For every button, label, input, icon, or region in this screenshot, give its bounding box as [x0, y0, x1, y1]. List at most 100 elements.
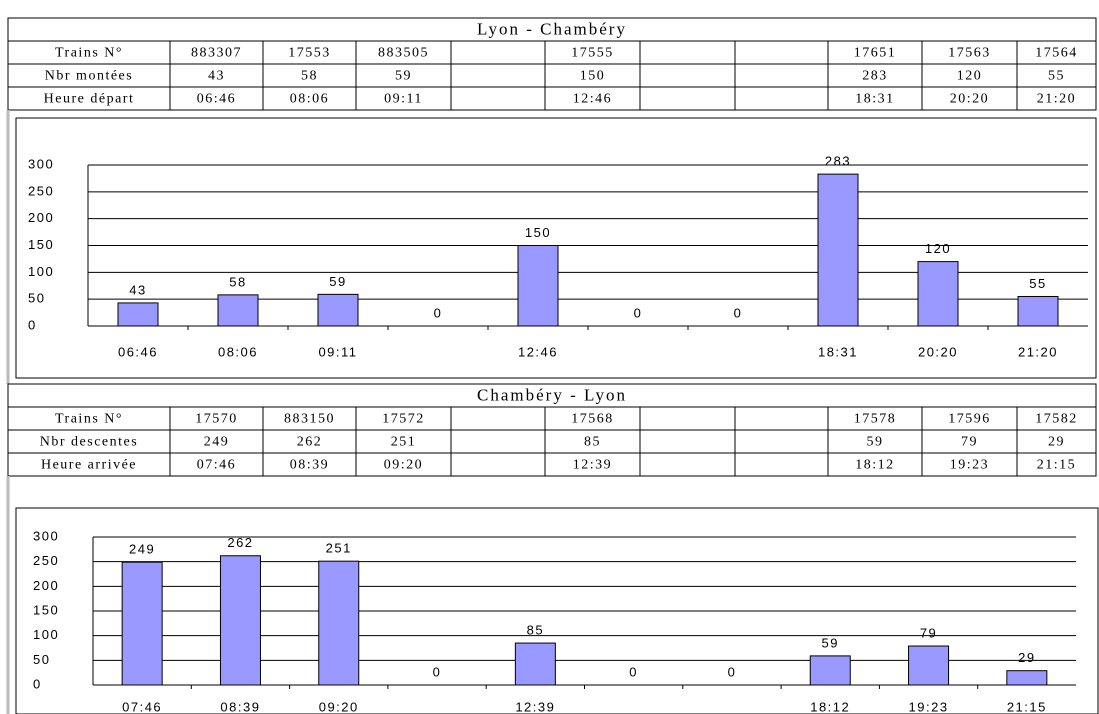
- cell-value: 21:20: [1037, 92, 1076, 107]
- table-cell: [734, 86, 829, 111]
- cell-value: 58: [301, 69, 318, 84]
- cell-value: 150: [580, 69, 606, 84]
- cell-value: 17564: [1035, 46, 1078, 61]
- x-tick-label: 19:23: [909, 699, 949, 714]
- x-tick-label: 20:20: [918, 344, 958, 359]
- cell-value: 55: [1048, 69, 1065, 84]
- bar: [514, 642, 556, 686]
- table-cell: [734, 406, 829, 431]
- table-cell: [450, 406, 546, 431]
- bar: [117, 302, 159, 327]
- table-cell: [639, 452, 736, 477]
- cell-value: 59: [867, 435, 884, 450]
- data-label: 55: [1029, 276, 1046, 291]
- cell-value: 21:15: [1037, 458, 1076, 473]
- cell-value: 883307: [191, 46, 242, 61]
- table-cell: [734, 429, 829, 454]
- y-tick-label: 150: [28, 237, 54, 252]
- table-cell: [734, 40, 829, 65]
- cell-value: 09:20: [384, 458, 423, 473]
- bar: [908, 645, 950, 686]
- cell-value: 17563: [948, 46, 991, 61]
- cell-value: 29: [1048, 435, 1065, 450]
- x-tick-label: 12:46: [518, 344, 558, 359]
- y-tick-label: 100: [28, 264, 54, 279]
- table-cell: [639, 406, 736, 431]
- cell-value: 17572: [382, 412, 425, 427]
- x-tick-label: 21:20: [1018, 344, 1058, 359]
- y-tick-label: 250: [33, 553, 59, 568]
- data-label: 262: [227, 535, 253, 550]
- cell-value: 17555: [571, 46, 614, 61]
- y-tick-label: 200: [28, 210, 54, 225]
- cell-value: 12:39: [573, 458, 612, 473]
- row-header: Nbr montées: [45, 69, 133, 84]
- table-cell: [639, 86, 736, 111]
- table-cell: [450, 452, 546, 477]
- data-label: 59: [329, 274, 346, 289]
- y-tick-label: 0: [28, 317, 37, 332]
- table-cell: [1016, 452, 1097, 477]
- data-label: 43: [129, 282, 146, 297]
- table-cell: [450, 40, 546, 65]
- row-header: Heure arrivée: [41, 458, 137, 473]
- cell-value: 262: [297, 435, 323, 450]
- table-cell: [1016, 86, 1097, 111]
- y-tick-label: 50: [28, 291, 45, 306]
- x-tick-label: 09:20: [319, 699, 359, 714]
- x-tick-label: 07:46: [122, 699, 162, 714]
- table-cell: [734, 452, 829, 477]
- data-label: 58: [229, 274, 246, 289]
- row-header: Trains N°: [55, 412, 123, 427]
- cell-value: 20:20: [950, 92, 989, 107]
- y-tick-label: 250: [28, 183, 54, 198]
- cell-value: 07:46: [197, 458, 236, 473]
- x-tick-label: 18:31: [818, 344, 858, 359]
- data-label: 0: [728, 664, 737, 679]
- bar: [317, 293, 359, 327]
- cell-value: 08:06: [290, 92, 329, 107]
- cell-value: 09:11: [384, 92, 423, 107]
- y-tick-label: 50: [33, 652, 50, 667]
- cell-value: 08:39: [290, 458, 329, 473]
- y-tick-label: 200: [33, 578, 59, 593]
- table-title: Lyon - Chambéry: [477, 19, 627, 38]
- row-header: Nbr descentes: [40, 435, 138, 450]
- y-tick-label: 150: [33, 602, 59, 617]
- x-tick-label: 06:46: [118, 344, 158, 359]
- table-cell: [734, 63, 829, 88]
- data-label: 150: [525, 225, 551, 240]
- data-label: 120: [925, 241, 951, 256]
- x-tick-label: 18:12: [810, 699, 850, 714]
- data-label: 0: [734, 305, 743, 320]
- data-label: 249: [129, 542, 155, 557]
- x-tick-label: 21:15: [1007, 699, 1047, 714]
- cell-value: 17553: [288, 46, 331, 61]
- bar: [817, 173, 859, 327]
- bar: [217, 294, 259, 327]
- table-title: Chambéry - Lyon: [477, 385, 627, 404]
- table-cell: [450, 429, 546, 454]
- cell-value: 17570: [195, 412, 238, 427]
- data-label: 85: [527, 623, 544, 638]
- bar: [121, 561, 163, 686]
- cell-value: 17578: [854, 412, 897, 427]
- cell-value: 59: [395, 69, 412, 84]
- row-header: Trains N°: [55, 46, 123, 61]
- data-label: 0: [634, 305, 643, 320]
- table-cell: [639, 40, 736, 65]
- row-header: Heure départ: [44, 92, 135, 107]
- x-tick-label: 08:06: [218, 344, 258, 359]
- cell-value: 283: [862, 69, 888, 84]
- cell-value: 18:31: [855, 92, 894, 107]
- cell-value: 17568: [571, 412, 614, 427]
- cell-value: 06:46: [197, 92, 236, 107]
- data-label: 283: [825, 154, 851, 169]
- bar: [1017, 295, 1059, 327]
- cell-value: 120: [957, 69, 983, 84]
- y-tick-label: 0: [33, 676, 42, 691]
- data-label: 0: [629, 664, 638, 679]
- bar: [917, 261, 959, 327]
- cell-value: 43: [208, 69, 225, 84]
